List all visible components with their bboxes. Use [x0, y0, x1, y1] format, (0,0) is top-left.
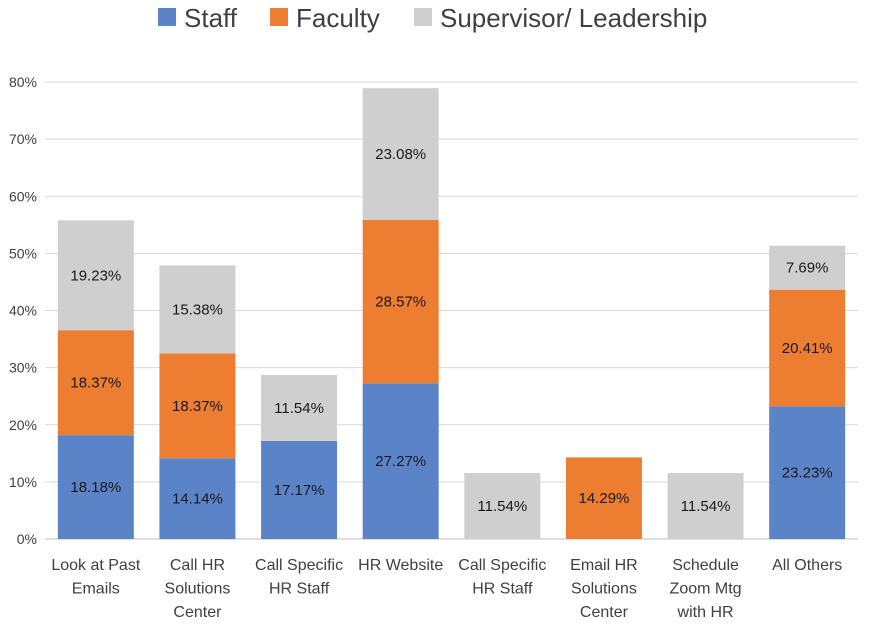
data-label: 11.54%	[477, 498, 527, 515]
bar-faculty	[57, 330, 134, 436]
category-label-line: HR Website	[358, 557, 443, 574]
data-label: 18.18%	[70, 479, 121, 496]
y-tick-label: 60%	[9, 188, 37, 204]
data-label: 18.37%	[172, 398, 223, 415]
legend-swatch	[158, 8, 176, 26]
category-label-line: Center	[580, 604, 629, 621]
legend-swatch	[414, 8, 432, 26]
bar-supervisor-leadership	[362, 88, 439, 221]
category-label-line: Call Specific	[255, 557, 343, 574]
category-label: Email HR Solutions Center	[570, 557, 638, 621]
legend-label: Faculty	[296, 3, 380, 33]
bar-staff	[769, 406, 846, 539]
data-label: 28.57%	[375, 294, 426, 311]
bar-supervisor-leadership	[769, 245, 846, 290]
data-label: 20.41%	[782, 340, 833, 357]
category-label-line: All Others	[772, 557, 842, 574]
category-label-line: with HR	[677, 604, 734, 621]
data-label: 27.27%	[375, 453, 426, 470]
bar-staff	[57, 435, 134, 539]
data-label: 14.29%	[579, 490, 630, 507]
category-label-line: Solutions	[571, 581, 637, 598]
data-label: 23.08%	[375, 146, 426, 163]
x-axis-categories: Look at Past Emails Call HR Solutions Center…	[51, 557, 842, 621]
data-label: 23.23%	[782, 465, 833, 482]
category-label-line: Center	[173, 604, 222, 621]
bar-supervisor-leadership	[159, 265, 236, 354]
bar-faculty	[769, 289, 846, 407]
data-labels: 18.18% 18.37% 19.23% 14.14% 18.37% 15.38% 17.1…	[70, 146, 832, 515]
category-label-line: Schedule	[672, 557, 739, 574]
category-label-line: Email HR	[570, 557, 638, 574]
legend-swatch	[270, 8, 288, 26]
bars	[57, 88, 846, 539]
data-label: 11.54%	[274, 400, 324, 417]
bar-faculty	[565, 457, 642, 539]
category-label-line: Look at Past	[51, 557, 141, 574]
y-tick-label: 80%	[9, 74, 37, 90]
legend-label: Supervisor/ Leadership	[440, 3, 707, 33]
bar-supervisor-leadership	[261, 374, 338, 441]
data-label: 17.17%	[274, 482, 325, 499]
y-tick-label: 40%	[9, 303, 37, 319]
bar-supervisor-leadership	[667, 473, 744, 539]
category-label-line: HR Staff	[472, 581, 533, 598]
y-tick-label: 10%	[9, 474, 37, 490]
y-axis-ticks: 0% 10% 20% 30% 40% 50% 60% 70% 80%	[9, 74, 37, 547]
y-tick-label: 70%	[9, 131, 37, 147]
y-tick-label: 50%	[9, 245, 37, 261]
data-label: 14.14%	[172, 491, 223, 508]
category-label-line: Emails	[72, 581, 120, 598]
data-label: 15.38%	[172, 301, 223, 318]
category-label-line: HR Staff	[269, 581, 330, 598]
y-tick-label: 20%	[9, 417, 37, 433]
data-label: 11.54%	[681, 498, 731, 515]
bar-faculty	[362, 220, 439, 384]
category-label: Call Specific HR Staff	[255, 557, 343, 598]
bar-staff	[261, 440, 338, 539]
category-label-line: Call HR	[170, 557, 225, 574]
category-label: Look at Past Emails	[51, 557, 141, 598]
data-label: 18.37%	[70, 375, 121, 392]
y-tick-label: 0%	[17, 531, 37, 547]
category-label: Call HR Solutions Center	[165, 557, 231, 621]
bar-faculty	[159, 353, 236, 459]
data-label: 19.23%	[70, 267, 121, 284]
data-label: 7.69%	[786, 260, 829, 277]
legend-label: Staff	[184, 3, 238, 33]
category-label: All Others	[772, 557, 842, 574]
legend: Staff Faculty Supervisor/ Leadership	[158, 3, 707, 33]
category-label: Schedule Zoom Mtg with HR	[670, 557, 742, 621]
bar-supervisor-leadership	[57, 220, 134, 331]
y-tick-label: 30%	[9, 360, 37, 376]
category-label-line: Zoom Mtg	[670, 581, 742, 598]
bar-staff	[362, 383, 439, 539]
category-label-line: Call Specific	[458, 557, 546, 574]
bar-supervisor-leadership	[464, 473, 541, 539]
category-label: Call Specific HR Staff	[458, 557, 546, 598]
bar-staff	[159, 458, 236, 539]
category-label: HR Website	[358, 557, 443, 574]
category-label-line: Solutions	[165, 581, 231, 598]
